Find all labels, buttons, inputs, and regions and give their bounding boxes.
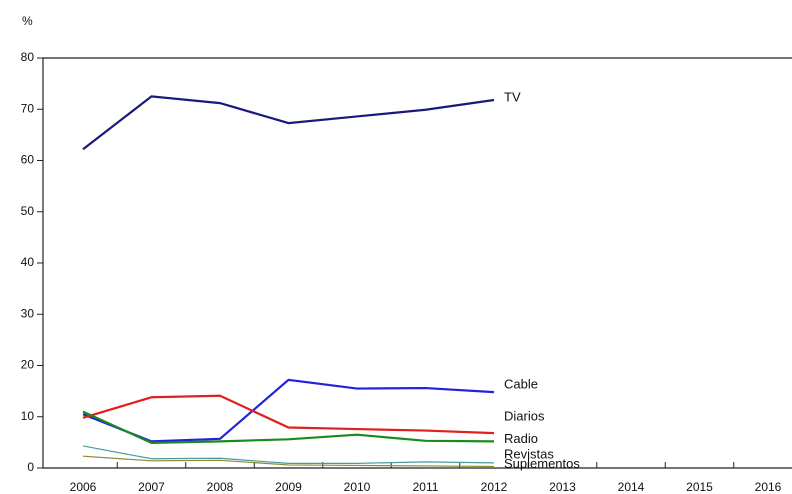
series-line (82, 394, 495, 435)
series-label: Suplementos (504, 456, 580, 471)
y-tick-label: 60 (21, 153, 35, 167)
y-tick-label: 50 (21, 204, 35, 218)
series-line (82, 445, 495, 464)
x-tick-label: 2012 (481, 480, 508, 494)
x-tick-label: 2015 (686, 480, 713, 494)
y-tick-label: 20 (21, 358, 35, 372)
x-tick-label: 2011 (413, 480, 439, 494)
x-tick-label: 2008 (207, 480, 234, 494)
series-line (82, 95, 495, 151)
y-tick-label: 80 (21, 50, 35, 64)
series-label: TV (504, 89, 521, 104)
series-line (82, 378, 495, 443)
x-tick-label: 2010 (344, 480, 371, 494)
x-tick-label: 2007 (138, 480, 165, 494)
y-tick-label: 70 (21, 101, 35, 115)
series-label: Cable (504, 377, 538, 392)
x-tick-label: 2009 (275, 480, 302, 494)
plot-frame (42, 57, 792, 468)
y-tick-label: 10 (21, 409, 35, 423)
y-tick-label: 30 (21, 306, 35, 320)
series-line (82, 455, 495, 468)
y-tick-label: 0 (27, 460, 34, 474)
series-label: Radio (504, 431, 538, 446)
series-line (82, 410, 495, 444)
x-tick-label: 2013 (549, 480, 576, 494)
x-tick-label: 2014 (618, 480, 645, 494)
y-axis-label: % (22, 14, 33, 28)
series-label: Diarios (504, 409, 545, 424)
y-tick-label: 40 (21, 255, 35, 269)
series-label: Revistas (504, 446, 554, 461)
x-tick-label: 2016 (755, 480, 782, 494)
x-tick-label: 2006 (70, 480, 97, 494)
